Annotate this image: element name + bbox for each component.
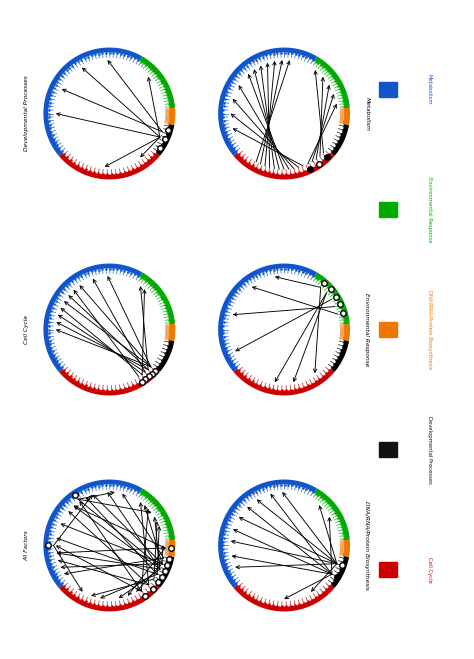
Text: All Factors: All Factors: [24, 530, 29, 561]
Text: Metabolism: Metabolism: [427, 74, 432, 104]
Text: Metabolism: Metabolism: [365, 96, 369, 130]
Text: Cell Cycle: Cell Cycle: [24, 315, 29, 344]
FancyBboxPatch shape: [379, 562, 397, 577]
Text: Environmental Response: Environmental Response: [427, 177, 432, 242]
Text: Environmental Response: Environmental Response: [365, 293, 369, 366]
Text: Developmental Processes: Developmental Processes: [24, 76, 29, 152]
FancyBboxPatch shape: [379, 322, 397, 337]
Text: DNA/RNA/Protein Biosynthesis: DNA/RNA/Protein Biosynthesis: [427, 290, 432, 369]
FancyBboxPatch shape: [379, 442, 397, 457]
Text: DNA/RNA/Protein Biosynthesis: DNA/RNA/Protein Biosynthesis: [365, 501, 369, 590]
FancyBboxPatch shape: [379, 82, 397, 97]
Text: Cell Cycle: Cell Cycle: [427, 557, 432, 583]
FancyBboxPatch shape: [379, 202, 397, 217]
Text: Developmental Processes: Developmental Processes: [427, 416, 432, 484]
